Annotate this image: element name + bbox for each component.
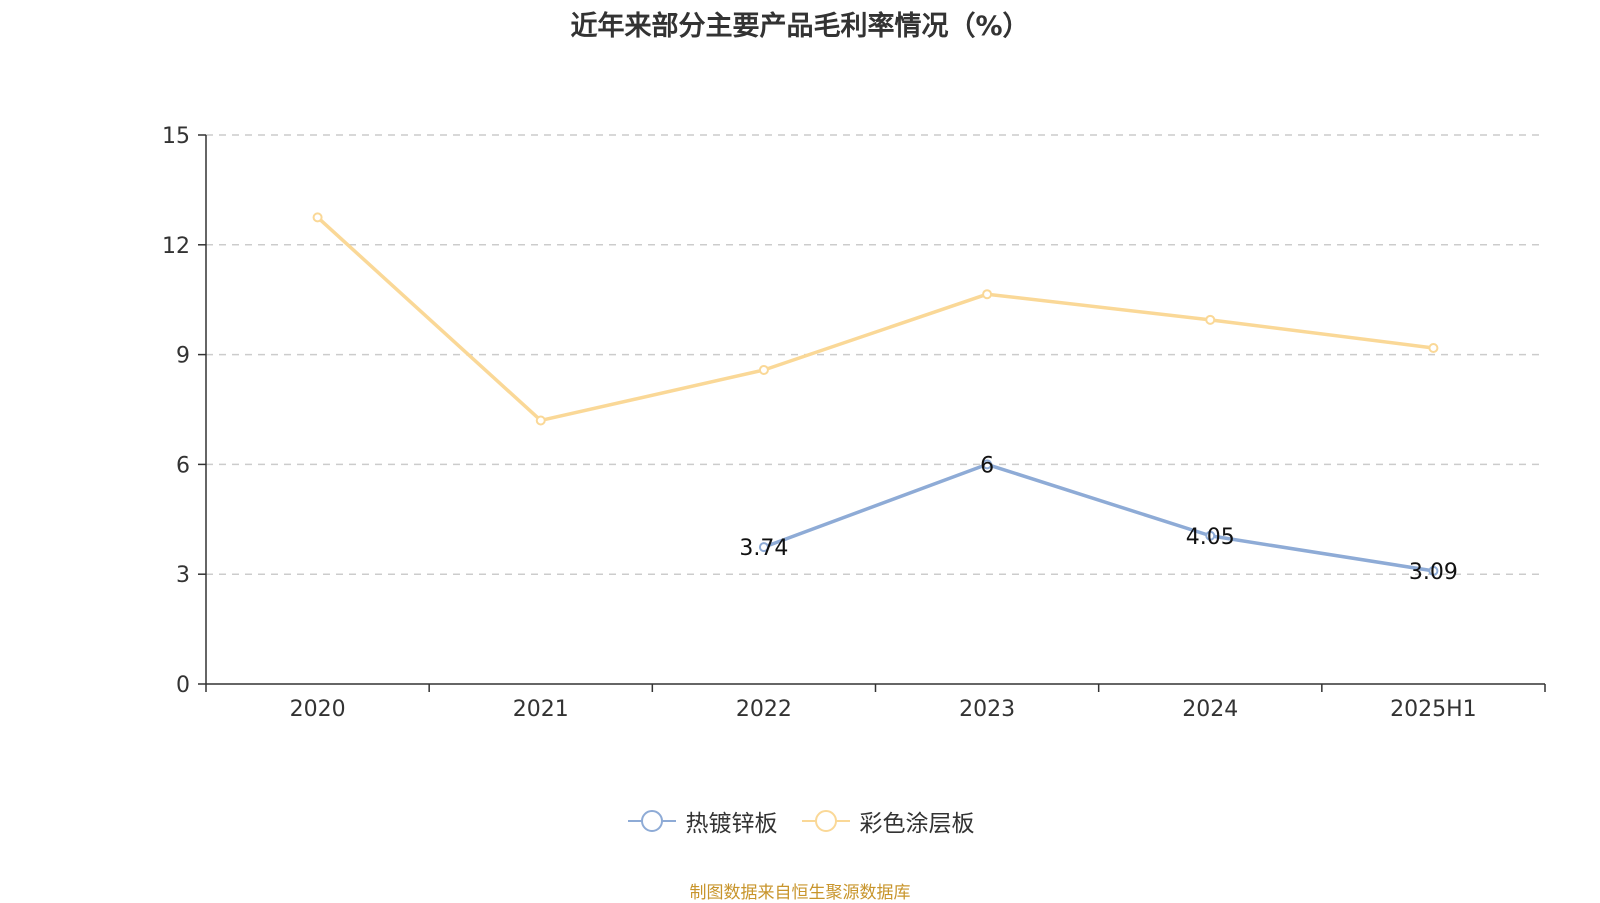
data-label-0-2022: 3.74	[739, 536, 788, 561]
legend-item-color-coated[interactable]: 彩色涂层板	[800, 804, 975, 838]
y-tick-label-15: 15	[162, 124, 190, 149]
data-point-1-2025H1[interactable]	[1428, 343, 1439, 354]
data-point-0-2025H1[interactable]	[1428, 565, 1439, 576]
x-tick-label-2022: 2022	[736, 697, 792, 722]
data-label-0-2025H1: 3.09	[1409, 560, 1458, 585]
source-note: 制图数据来自恒生聚源数据库	[689, 883, 911, 903]
x-tick-label-2021: 2021	[513, 697, 569, 722]
chart-title: 近年来部分主要产品毛利率情况（%）	[570, 11, 1030, 42]
y-tick-label-6: 6	[176, 453, 190, 478]
axes: 0 3 6 9 12 15 2020 2021 2022 2023 2024 2025H1	[162, 124, 1546, 722]
x-tick-label-2025H1: 2025H1	[1390, 697, 1477, 722]
series-group	[312, 212, 1439, 576]
legend-label-hot-dip: 热镀锌板	[685, 811, 778, 837]
data-point-1-2022[interactable]	[758, 364, 769, 375]
data-point-1-2021[interactable]	[535, 415, 546, 426]
gridlines	[206, 134, 1545, 575]
data-label-0-2023: 6	[980, 453, 994, 478]
data-point-0-2023[interactable]	[982, 459, 993, 470]
data-point-1-2023[interactable]	[982, 289, 993, 300]
x-tick-label-2020: 2020	[290, 697, 346, 722]
x-tick-label-2023: 2023	[959, 697, 1015, 722]
y-tick-label-12: 12	[162, 234, 190, 259]
series-line-1	[316, 216, 1434, 423]
y-tick-label-9: 9	[176, 344, 190, 369]
data-label-0-2024: 4.05	[1186, 525, 1235, 550]
data-point-0-2022[interactable]	[758, 542, 769, 553]
legend: 热镀锌板 彩色涂层板	[0, 804, 1600, 838]
legend-marker-hot-dip-icon	[627, 810, 676, 832]
data-labels: 3.74 6 4.05 3.09	[739, 453, 1457, 585]
legend-marker-color-coated-icon	[801, 810, 850, 832]
y-tick-label-0: 0	[176, 673, 190, 698]
data-point-0-2024[interactable]	[1205, 530, 1216, 541]
data-point-1-2020[interactable]	[312, 212, 323, 223]
x-tick-label-2024: 2024	[1182, 697, 1238, 722]
data-point-1-2024[interactable]	[1205, 314, 1216, 325]
y-tick-label-3: 3	[176, 563, 190, 588]
legend-item-hot-dip[interactable]: 热镀锌板	[626, 804, 778, 838]
series-line-0	[763, 462, 1434, 573]
legend-label-color-coated: 彩色涂层板	[859, 811, 975, 837]
